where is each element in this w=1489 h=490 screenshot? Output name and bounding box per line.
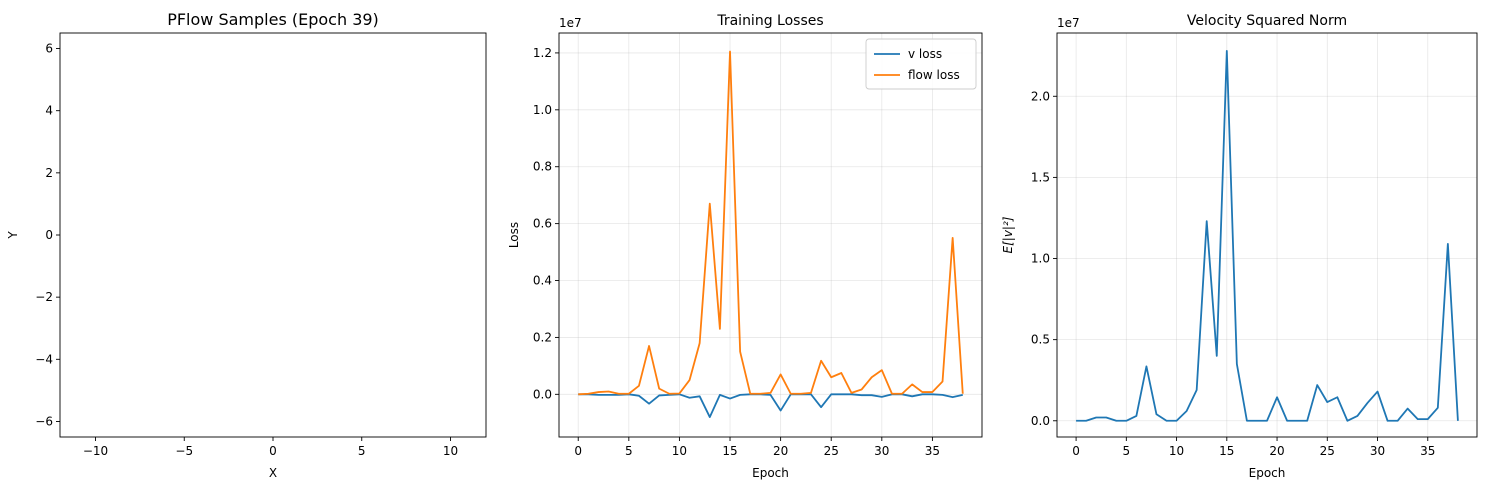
series-line-v-loss [578,393,963,418]
x-tick-label: 10 [672,444,687,458]
x-tick-label: 0 [1072,444,1080,458]
y-tick-label: 0.0 [1031,414,1050,428]
x-tick-label: 10 [443,444,458,458]
axes-frame [558,32,983,438]
axis-offset-label: 1e7 [559,16,582,30]
y-tick-label: 1.0 [1031,252,1050,266]
y-tick-label: 0.2 [533,330,552,344]
chart-title: Velocity Squared Norm [1187,13,1347,29]
x-tick-label: 20 [773,444,788,458]
y-tick-label: −4 [35,352,53,366]
y-tick-label: 0.8 [533,160,552,174]
y-tick-label: −2 [35,290,53,304]
series-line-flow-loss [578,50,964,396]
y-tick-label: 6 [45,42,53,56]
x-tick-label: 30 [874,444,889,458]
y-tick-label: 2 [45,166,53,180]
y-tick-label: 2.0 [1031,89,1050,103]
x-tick-label: 0 [574,444,582,458]
chart-panel-3: 0 5 10 15 20 25 30 35 0.0 0.5 1.0 1.5 2.0 Velocity Sq… [1001,13,1478,480]
y-tick-label: −6 [35,414,53,428]
x-tick-label: 25 [824,444,839,458]
x-tick-label: 35 [1420,444,1435,458]
y-axis-label: Loss [507,222,521,248]
x-tick-label: 20 [1269,444,1284,458]
axes-frame [59,32,487,438]
y-tick-label: 1.2 [533,46,552,60]
x-tick-label: 10 [1169,444,1184,458]
y-tick-label: 0.6 [533,217,552,231]
y-tick-label: 0.5 [1031,333,1050,347]
x-tick-label: 5 [1123,444,1131,458]
chart-title: Training Losses [716,13,823,29]
x-tick-label: 35 [925,444,940,458]
y-tick-label: 4 [45,104,53,118]
series-line-1 [1076,49,1459,422]
x-tick-label: −10 [83,444,108,458]
axis-offset-label: 1e7 [1057,16,1080,30]
x-axis-label: Epoch [752,466,789,480]
x-tick-label: 30 [1370,444,1385,458]
y-axis-label: E[|v|²] [1001,216,1015,253]
legend-box [865,38,977,90]
x-tick-label: 0 [269,444,277,458]
x-tick-label: 25 [1320,444,1335,458]
chart-panel-1: −10 −5 0 5 10 −6 −4 −2 0 2 4 6 PFlow Samples (Epoch … [6,10,487,480]
x-axis-label: X [269,466,277,480]
y-tick-label: 0 [45,228,53,242]
x-tick-label: 15 [1219,444,1234,458]
y-tick-label: 1.0 [533,103,552,117]
x-tick-label: 15 [722,444,737,458]
legend-entry: flow loss [908,68,960,82]
y-tick-label: 1.5 [1031,170,1050,184]
chart-title: PFlow Samples (Epoch 39) [167,10,379,29]
axes-frame [1056,32,1478,438]
y-tick-label: 0.4 [533,274,552,288]
y-tick-label: 0.0 [533,387,552,401]
x-axis-label: Epoch [1249,466,1286,480]
x-tick-label: 5 [358,444,366,458]
x-tick-label: 5 [625,444,633,458]
legend: v loss flow loss [865,38,977,90]
x-tick-label: −5 [175,444,193,458]
y-axis-label: Y [6,231,20,240]
legend-entry: v loss [908,47,942,61]
chart-panel-2: 0 5 10 15 20 25 30 35 0.0 0.2 0.4 0.6 0.8 1.0 1.2 Train… [507,13,983,480]
